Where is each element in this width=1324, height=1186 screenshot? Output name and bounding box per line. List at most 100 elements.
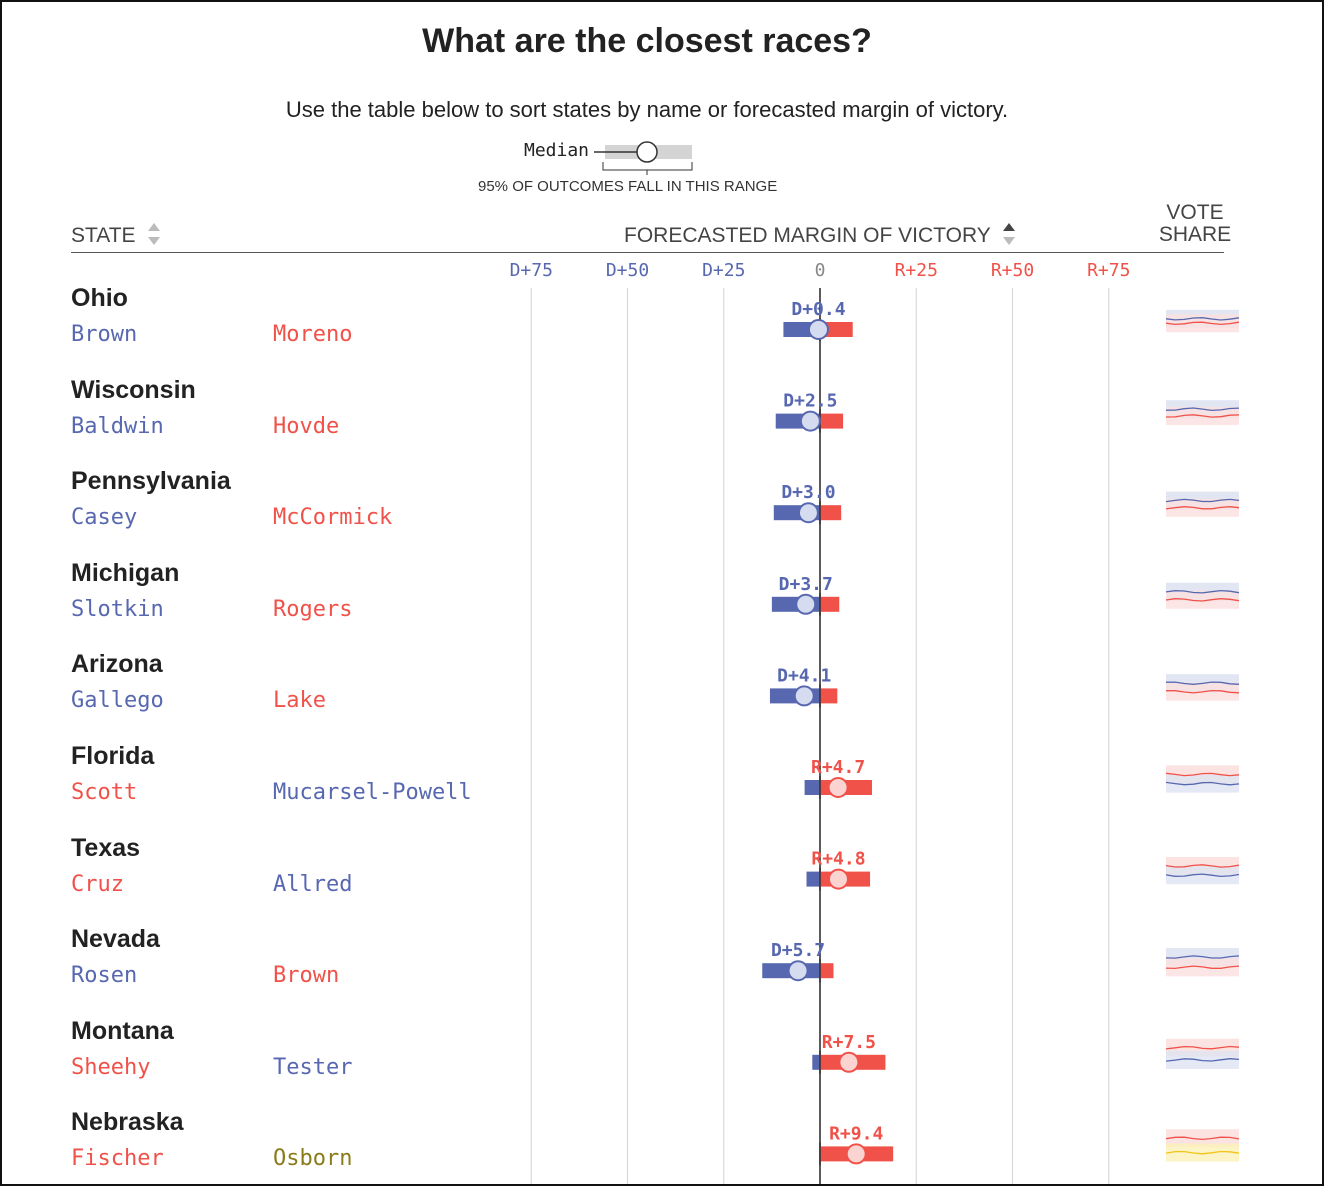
vote-share-line xyxy=(1165,1058,1240,1062)
candidate-1: Brown xyxy=(71,322,138,347)
vote-share-line xyxy=(1165,781,1240,786)
range-bar-rep xyxy=(820,963,834,979)
table-row[interactable]: Montana Sheehy Tester xyxy=(2,1017,1322,1108)
table-row[interactable]: Ohio Brown Moreno xyxy=(2,284,1322,375)
candidate-2: Mucarsel-Powell xyxy=(273,780,472,805)
vote-share-line xyxy=(1165,955,1240,959)
legend-graphic xyxy=(594,141,693,175)
candidate-2: Brown xyxy=(273,963,340,989)
vote-share-band xyxy=(1166,1050,1239,1069)
axis-tick-label: R+50 xyxy=(990,260,1035,281)
candidate-1: Baldwin xyxy=(71,413,164,439)
sort-icon[interactable] xyxy=(1002,222,1016,246)
candidate-2: Osborn xyxy=(273,1146,353,1172)
vote-share-band xyxy=(1166,1129,1239,1148)
range-bar-rep xyxy=(820,413,844,429)
candidate-2: Hovde xyxy=(273,413,340,439)
state-name: Arizona xyxy=(71,650,163,679)
margin-label: R+4.7 xyxy=(811,757,865,778)
median-dot xyxy=(827,868,849,890)
axis-tick-label: D+75 xyxy=(509,260,553,281)
candidate-1: Cruz xyxy=(71,871,124,897)
range-bar-dem xyxy=(812,1054,820,1070)
median-dot xyxy=(787,960,809,982)
header-divider xyxy=(71,252,1224,253)
table-row[interactable]: Wisconsin Baldwin Hovde xyxy=(2,376,1322,467)
state-name: Nebraska xyxy=(71,1108,184,1137)
median-dot xyxy=(827,777,849,798)
median-dot xyxy=(845,1143,867,1165)
candidate-2: Lake xyxy=(273,688,326,714)
table-row[interactable]: Florida Scott Mucarsel-Powell xyxy=(2,742,1322,833)
page-subtitle: Use the table below to sort states by na… xyxy=(285,97,1009,122)
column-header-state[interactable]: STATE xyxy=(71,222,161,248)
page-title: What are the closest races? xyxy=(422,22,872,60)
median-dot xyxy=(807,319,829,340)
axis-tick-label: R+75 xyxy=(1087,260,1131,281)
vote-share-band xyxy=(1166,774,1239,793)
vote-share-band xyxy=(1166,866,1239,885)
candidate-1: Rosen xyxy=(71,963,138,989)
margin-label: R+4.8 xyxy=(811,849,865,870)
vote-share-line xyxy=(1165,598,1240,602)
candidate-2: Moreno xyxy=(273,322,353,347)
median-dot xyxy=(838,1051,860,1073)
candidate-2: McCormick xyxy=(273,505,393,531)
table-row[interactable]: Texas Cruz Allred xyxy=(2,834,1322,925)
vote-share-line xyxy=(1165,772,1240,777)
axis-tick-label: R+25 xyxy=(894,260,938,281)
axis-tick-label: D+25 xyxy=(702,260,746,281)
vote-share-band xyxy=(1166,1143,1239,1162)
median-dot xyxy=(799,410,821,432)
state-name: Pennsylvania xyxy=(71,467,231,496)
state-name: Nevada xyxy=(71,925,160,954)
margin-label: D+2.5 xyxy=(783,391,837,412)
margin-label: R+9.4 xyxy=(829,1123,883,1144)
range-bar-rep xyxy=(820,596,840,612)
margin-label: D+0.4 xyxy=(791,299,845,320)
table-row[interactable]: Nebraska Fischer Osborn xyxy=(2,1108,1322,1184)
median-dot xyxy=(793,685,815,707)
vote-share-line xyxy=(1165,864,1240,868)
median-dot xyxy=(797,502,819,524)
column-header-state-label: STATE xyxy=(71,224,136,247)
state-name: Michigan xyxy=(71,558,180,587)
legend-median-label: Median xyxy=(524,140,590,161)
median-dot xyxy=(795,593,817,615)
candidate-2: Rogers xyxy=(273,596,353,622)
table-row[interactable]: Michigan Slotkin Rogers xyxy=(2,559,1322,650)
candidate-1: Slotkin xyxy=(71,596,164,622)
vote-share-band xyxy=(1166,314,1239,333)
vote-share-line xyxy=(1165,1150,1240,1155)
legend-median-dot xyxy=(636,141,658,163)
state-name: Montana xyxy=(71,1016,174,1045)
candidate-1: Sheehy xyxy=(71,1054,151,1080)
candidate-1: Scott xyxy=(71,780,138,805)
vote-share-line xyxy=(1165,965,1240,970)
vote-share-line xyxy=(1165,407,1240,412)
range-bar-rep xyxy=(820,505,842,521)
table-row[interactable]: Nevada Rosen Brown xyxy=(2,925,1322,1016)
candidate-1: Casey xyxy=(71,505,138,531)
legend-range-label: 95% OF OUTCOMES FALL IN THIS RANGE xyxy=(478,178,778,195)
vote-share-line xyxy=(1165,1136,1240,1141)
candidate-2: Allred xyxy=(273,871,353,897)
range-bar-rep xyxy=(820,688,838,704)
column-header-vote-share: VOTE SHARE xyxy=(1152,202,1238,246)
column-header-margin[interactable]: FORECASTED MARGIN OF VICTORY xyxy=(624,222,1016,248)
range-bar-dem xyxy=(804,780,820,795)
state-name: Wisconsin xyxy=(71,375,196,404)
vote-share-line xyxy=(1165,321,1240,326)
axis-tick-label: D+50 xyxy=(605,260,650,281)
margin-label: R+7.5 xyxy=(822,1032,876,1053)
table-row[interactable]: Arizona Gallego Lake xyxy=(2,650,1322,741)
candidate-1: Gallego xyxy=(71,688,164,714)
vote-share-line xyxy=(1165,506,1240,510)
table-row[interactable]: Pennsylvania Casey McCormick xyxy=(2,467,1322,558)
vote-share-band xyxy=(1166,590,1239,609)
column-header-margin-label: FORECASTED MARGIN OF VICTORY xyxy=(624,224,991,247)
vote-share-line xyxy=(1165,681,1240,685)
margin-label: D+3.7 xyxy=(779,574,833,595)
sort-icon[interactable] xyxy=(147,222,161,246)
